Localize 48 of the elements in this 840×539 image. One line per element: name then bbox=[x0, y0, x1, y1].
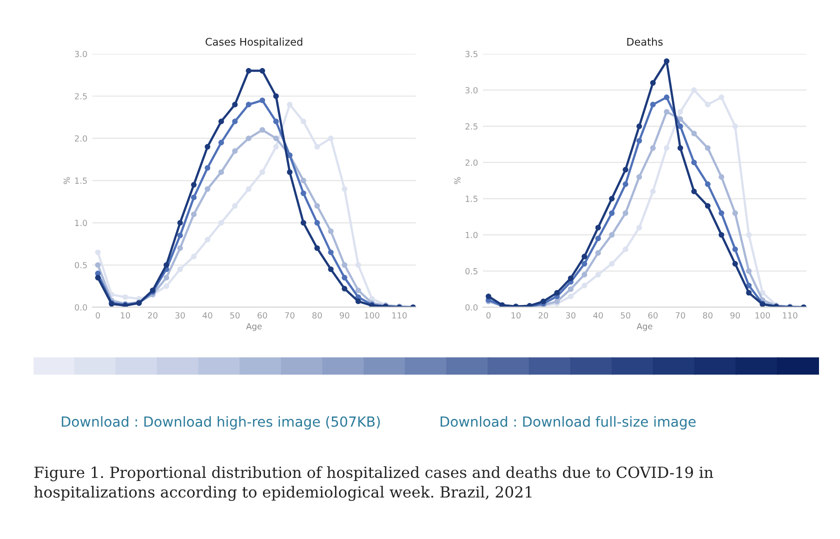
caption: Figure 1. Proportional distribution of hospitalized cases and deaths due to COVID-19 in hospitalizations according to epidemiological week. Brazil, 2021 bbox=[34, 466, 714, 501]
x-tick-label: 80 bbox=[312, 312, 322, 319]
x-tick-label: 100 bbox=[364, 312, 380, 319]
x-tick-label: 110 bbox=[782, 312, 798, 319]
y-tick-label: 3.0 bbox=[74, 50, 87, 58]
x-axis-title: Age bbox=[636, 323, 652, 331]
x-axis-title: Age bbox=[246, 323, 262, 331]
x-tick-label: 50 bbox=[230, 312, 240, 319]
y-tick-label: 3.0 bbox=[466, 87, 478, 94]
x-tick-label: 30 bbox=[566, 312, 576, 319]
y-tick-label: 0.5 bbox=[465, 268, 478, 274]
y-tick-label: 0.0 bbox=[465, 304, 478, 311]
y-tick-label: 3.5 bbox=[466, 50, 478, 58]
x-tick-label: 0 bbox=[96, 312, 100, 319]
chart-title: Cases Hospitalized bbox=[206, 38, 302, 48]
x-tick-label: 60 bbox=[258, 312, 268, 319]
x-tick-label: 90 bbox=[340, 312, 350, 319]
y-axis-title: % bbox=[454, 177, 460, 184]
x-tick-label: 70 bbox=[676, 312, 686, 319]
y-axis-title: % bbox=[64, 177, 70, 184]
x-tick-label: 20 bbox=[148, 312, 158, 319]
text: Download : Download full-size image bbox=[440, 416, 696, 430]
y-tick-label: 0.5 bbox=[74, 262, 87, 268]
y-tick-label: 2.0 bbox=[465, 159, 478, 166]
y-tick-label: 2.0 bbox=[74, 135, 87, 142]
y-tick-label: 2.5 bbox=[465, 123, 478, 130]
x-tick-label: 0 bbox=[486, 312, 491, 319]
x-tick-label: 10 bbox=[512, 312, 521, 319]
x-tick-label: 30 bbox=[175, 312, 185, 319]
y-tick-label: 0.0 bbox=[74, 304, 87, 311]
y-tick-label: 2.5 bbox=[74, 93, 87, 100]
y-tick-label: 1.5 bbox=[75, 178, 87, 184]
y-tick-label: 1.0 bbox=[466, 232, 478, 238]
x-tick-label: 90 bbox=[730, 312, 740, 319]
x-tick-label: 50 bbox=[620, 312, 630, 319]
x-tick-label: 70 bbox=[285, 312, 294, 319]
x-tick-label: 80 bbox=[703, 312, 712, 319]
text: Download : Download high-res image (507KB) bbox=[62, 416, 380, 430]
x-tick-label: 40 bbox=[202, 312, 212, 319]
x-tick-label: 10 bbox=[120, 312, 130, 319]
x-tick-label: 40 bbox=[593, 312, 603, 319]
x-tick-label: 20 bbox=[538, 312, 548, 319]
x-tick-label: 110 bbox=[392, 312, 407, 319]
x-tick-label: 60 bbox=[648, 312, 658, 319]
y-tick-label: 1.5 bbox=[466, 196, 478, 202]
chart-title: Deaths bbox=[627, 38, 663, 46]
x-tick-label: 100 bbox=[756, 312, 770, 319]
y-tick-label: 1.0 bbox=[75, 220, 87, 226]
